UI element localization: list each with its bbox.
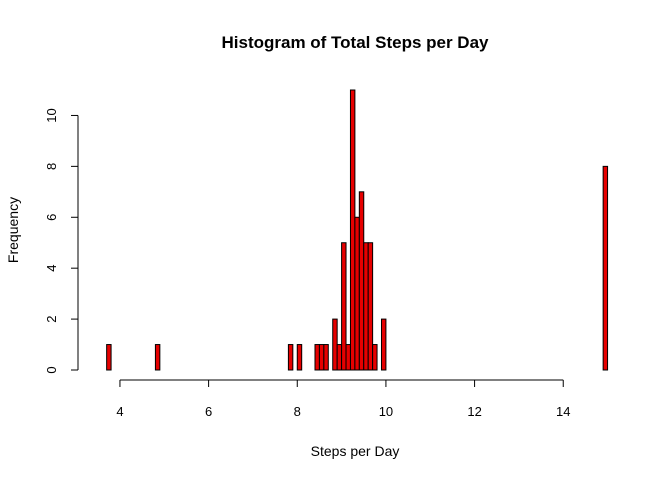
y-tick-label-4: 4 (44, 265, 59, 272)
histogram-bar-3 (296, 344, 303, 371)
histogram-bar-16 (372, 344, 378, 371)
histogram-bar-14 (363, 242, 369, 371)
histogram-bar-18 (602, 165, 609, 371)
x-tick-label-14: 14 (556, 404, 570, 419)
y-tick-label-2: 2 (44, 315, 59, 322)
bars-group (106, 89, 609, 371)
histogram-bar-9 (341, 242, 347, 371)
histogram-bar-8 (336, 344, 343, 371)
chart-title: Histogram of Total Steps per Day (221, 33, 489, 52)
y-tick-label-8: 8 (44, 163, 59, 170)
x-tick-label-6: 6 (205, 404, 212, 419)
histogram-bar-5 (318, 344, 325, 371)
histogram-bar-7 (332, 318, 338, 371)
x-axis-label: Steps per Day (311, 443, 400, 459)
y-tick-label-10: 10 (44, 108, 59, 122)
y-tick-group: 0 2 4 6 8 10 (44, 108, 78, 374)
y-tick-label-6: 6 (44, 214, 59, 221)
histogram-bar-0 (106, 344, 112, 371)
histogram-bar-15 (367, 242, 374, 371)
histogram-bar-2 (287, 344, 294, 371)
histogram-bar-11 (349, 89, 356, 371)
histogram-bar-10 (345, 344, 351, 371)
histogram-bar-1 (154, 344, 161, 371)
x-tick-group: 4 6 8 10 12 14 (116, 380, 570, 419)
x-tick-label-12: 12 (467, 404, 481, 419)
x-tick-label-8: 8 (294, 404, 301, 419)
histogram-bar-13 (358, 191, 365, 371)
x-tick-label-10: 10 (379, 404, 393, 419)
y-tick-label-0: 0 (44, 366, 59, 373)
histogram-bar-17 (380, 318, 387, 371)
y-axis-label: Frequency (5, 197, 21, 263)
histogram-bar-4 (314, 344, 320, 371)
x-tick-label-4: 4 (116, 404, 123, 419)
histogram-bar-12 (354, 216, 360, 371)
histogram-bar-6 (323, 344, 329, 371)
